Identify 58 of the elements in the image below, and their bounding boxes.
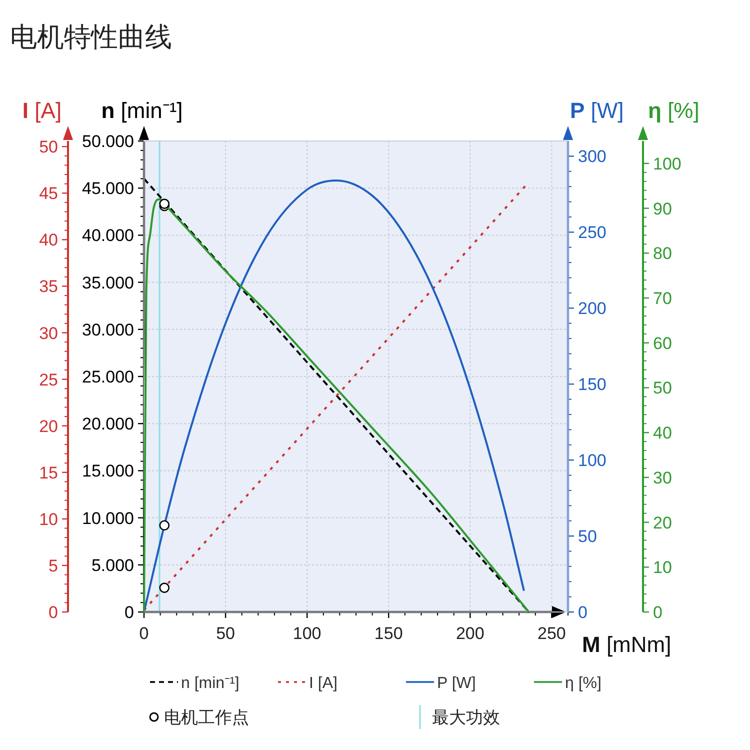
- y2-tick-label: 15: [39, 463, 58, 482]
- y3-tick-label: 100: [578, 451, 606, 470]
- y-tick-label: 60: [653, 334, 672, 353]
- y2-tick-label: 25: [39, 370, 58, 390]
- y2-axis-title: I [A]: [22, 98, 62, 123]
- y2-tick-label: 5: [48, 556, 58, 576]
- y3-tick-label: 0: [578, 603, 588, 622]
- y-tick-label: 20.000: [82, 414, 134, 434]
- x-tick-label: 150: [374, 624, 403, 643]
- x-tick-label: 100: [292, 624, 322, 643]
- y-tick-label: 35.000: [82, 273, 134, 292]
- legend-label: 最大功效: [432, 708, 500, 727]
- chart-title: 电机特性曲线: [10, 22, 172, 52]
- y-tick-label: 25.000: [82, 368, 134, 386]
- y2-tick-label: 50: [39, 138, 58, 157]
- y-tick-label: 20: [653, 513, 672, 532]
- y-axis-title: n [min⁻¹]: [101, 98, 183, 123]
- x-tick-label: 50: [216, 624, 235, 643]
- legend-label: η [%]: [565, 675, 602, 692]
- y-tick-label: 90: [653, 199, 672, 218]
- legend-label: n [min⁻¹]: [181, 675, 240, 692]
- y2-tick-label: 35: [39, 277, 58, 296]
- y-tick-label: 0: [653, 603, 662, 622]
- y-tick-label: 50.000: [82, 132, 134, 151]
- y-tick-label: 50: [653, 378, 672, 398]
- y3-tick-label: 50: [578, 527, 597, 546]
- y-tick-label: 70: [653, 289, 672, 308]
- y-tick-label: 40.000: [82, 226, 134, 246]
- x-tick-label: 200: [456, 624, 484, 643]
- legend-label: P [W]: [437, 675, 476, 692]
- y3-axis-title: P [W]: [570, 98, 624, 123]
- y3-tick-label: 250: [578, 223, 606, 242]
- y-tick-label: 40: [653, 424, 672, 443]
- y-tick-label: 45.000: [82, 179, 134, 198]
- y-tick-label: 0: [124, 603, 134, 622]
- y3-tick-label: 300: [578, 147, 606, 166]
- y3-tick-label: 150: [578, 375, 606, 394]
- x-axis-title: M [mNm]: [582, 632, 672, 657]
- y-tick-label: 30: [653, 468, 672, 488]
- y-axis-title: η [%]: [648, 98, 700, 123]
- y-tick-label: 100: [653, 154, 682, 174]
- y-tick-label: 80: [653, 244, 672, 264]
- y-tick-label: 5.000: [91, 556, 134, 575]
- y-tick-label: 15.000: [82, 462, 134, 481]
- y-tick-label: 30.000: [82, 320, 134, 340]
- y2-tick-label: 30: [39, 324, 58, 343]
- y-tick-label: 10.000: [82, 508, 134, 528]
- x-tick-label: 0: [139, 624, 149, 643]
- x-tick-label: 250: [538, 624, 566, 643]
- y2-tick-label: 40: [39, 230, 58, 250]
- legend-label: I [A]: [309, 675, 338, 692]
- y2-tick-label: 0: [48, 603, 58, 622]
- legend-label: 电机工作点: [164, 708, 249, 727]
- y2-tick-label: 10: [39, 510, 58, 529]
- y2-tick-label: 20: [39, 416, 58, 436]
- y3-tick-label: 200: [578, 299, 606, 318]
- y-tick-label: 10: [653, 558, 672, 578]
- y2-tick-label: 45: [39, 184, 58, 204]
